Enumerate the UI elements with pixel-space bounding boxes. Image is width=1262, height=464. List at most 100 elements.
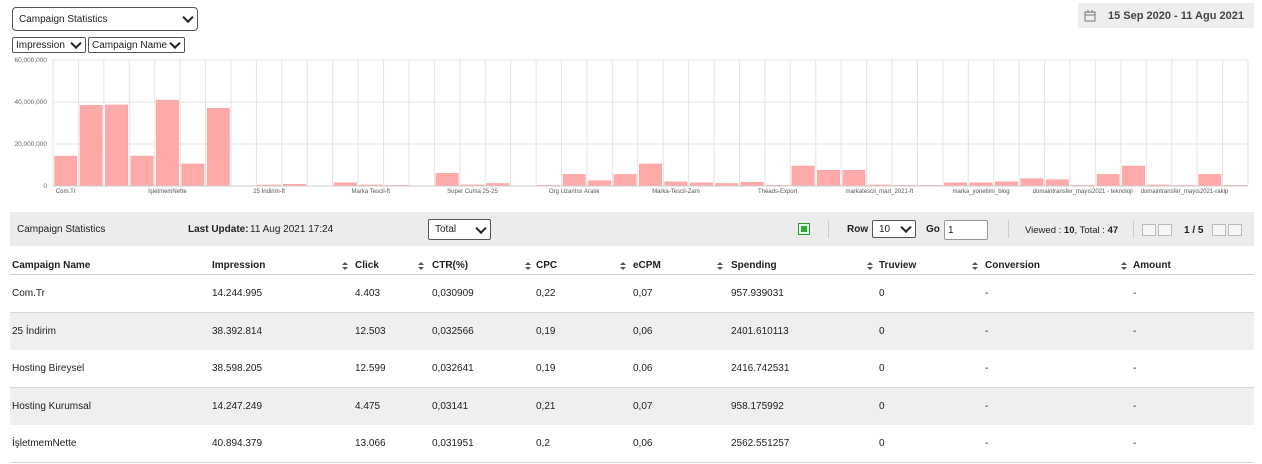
table-cell: -	[985, 325, 989, 337]
row-label: Row	[847, 224, 869, 235]
table-cell: 0,03141	[432, 400, 469, 412]
group-select-text: Campaign Name	[92, 39, 168, 51]
x-tick-label: markatescil_mart_2021-ft	[845, 189, 913, 195]
bar	[79, 105, 103, 187]
column-header[interactable]: Truview	[879, 260, 917, 271]
table-cell: 958.175992	[731, 400, 784, 412]
bar	[995, 181, 1018, 187]
table-cell: 0,031951	[432, 438, 474, 450]
separator	[828, 220, 829, 238]
viewed-count: 10	[1063, 225, 1075, 236]
x-tick-label: Super Cuma 25-25	[447, 189, 498, 195]
x-tick-label: domaintransfer_mayıs2021 - teknoloji	[1033, 189, 1133, 195]
viewed-info: Viewed : 10, Total : 47	[1025, 225, 1118, 236]
bar	[105, 104, 129, 187]
bar	[435, 173, 459, 187]
table-cell: -	[985, 438, 989, 450]
table-cell: 0,19	[536, 325, 556, 337]
last-page[interactable]	[1228, 224, 1242, 236]
go-input-text: 1	[948, 224, 954, 236]
first-page[interactable]	[1142, 224, 1156, 236]
export-icon[interactable]	[798, 223, 810, 235]
bar	[791, 165, 815, 187]
table-cell: -	[1133, 438, 1137, 450]
table-cell: 4.475	[355, 400, 381, 412]
column-header[interactable]: Campaign Name	[12, 260, 91, 271]
column-header[interactable]: CPC	[536, 260, 558, 271]
table-cell: 0,07	[633, 288, 653, 299]
row-select[interactable]: 10	[872, 220, 916, 238]
total-select[interactable]: Total	[428, 219, 491, 240]
table-cell: 0,2	[536, 438, 550, 450]
table-cell: 0,032566	[432, 325, 474, 337]
x-tick-label: marka_yonetimi_blog	[953, 189, 1010, 195]
prev-page[interactable]	[1158, 224, 1172, 236]
table-cell: 2401.610113	[731, 325, 789, 337]
table-cell: İşletmemNette	[12, 438, 77, 450]
bar	[1096, 174, 1120, 187]
chevron	[169, 37, 181, 50]
chart: 0 20,000,000 40,000,000 60,000,000 Com.Tr İşl…	[14, 57, 1249, 195]
table-cell: 12.503	[355, 325, 386, 337]
x-tick-label: Marka-Tescil-Zam	[652, 189, 700, 195]
metric-select[interactable]: Impression	[12, 37, 86, 53]
bar	[54, 155, 78, 187]
table-cell: 0,19	[536, 363, 556, 375]
table-row	[10, 425, 1254, 464]
total-label: , Total :	[1074, 225, 1105, 236]
table-cell: 0,030909	[432, 288, 474, 299]
column-header[interactable]: Conversion	[985, 260, 1041, 271]
table-cell: 0	[879, 288, 885, 299]
table-cell: 0,06	[633, 438, 653, 450]
y-tick-label: 40,000,000	[14, 99, 47, 106]
table-cell: Hosting Kurumsal	[12, 400, 91, 412]
table-cell: 0,032641	[432, 363, 474, 375]
row-select-text: 10	[879, 223, 891, 235]
table-cell: -	[1133, 325, 1137, 337]
table-cell: 0,21	[536, 400, 556, 412]
table-cell: 0,22	[536, 288, 556, 299]
column-header[interactable]: Click	[355, 260, 379, 271]
y-tick-label: 20,000,000	[14, 141, 47, 148]
report-select[interactable]: Campaign Statistics	[12, 7, 198, 31]
next-page[interactable]	[1212, 224, 1226, 236]
y-tick-label: 60,000,000	[14, 57, 47, 64]
x-tick-label: domaintransfer_mayıs2021-rakip	[1141, 189, 1229, 195]
group-select[interactable]: Campaign Name	[88, 37, 185, 53]
table-cell: Com.Tr	[12, 288, 45, 299]
table-cell: -	[985, 288, 989, 299]
column-header[interactable]: CTR(%)	[432, 260, 469, 271]
total-select-text: Total	[435, 224, 457, 235]
bar	[155, 99, 179, 187]
column-header[interactable]: Amount	[1133, 260, 1171, 271]
toolbar: Campaign Statistics Last Update: 11 Aug …	[10, 212, 1254, 246]
metric-select-text: Impression	[16, 39, 65, 51]
column-header[interactable]: eCPM	[633, 260, 661, 271]
separator	[1008, 220, 1009, 238]
table-cell: 957.939031	[731, 288, 784, 299]
bar	[1045, 179, 1069, 187]
date-range[interactable]: 15 Sep 2020 - 11 Agu 2021	[1078, 3, 1254, 28]
go-label: Go	[926, 224, 940, 235]
separator	[1133, 220, 1134, 238]
bar	[639, 163, 662, 187]
bar	[1020, 178, 1044, 187]
table-cell: 14.247.249	[212, 400, 263, 412]
x-tick-label: Com.Tr	[56, 189, 76, 195]
table-cell: 14.244.995	[212, 288, 263, 299]
table-cell: 0,06	[633, 363, 653, 375]
table-cell: 12.599	[355, 363, 386, 375]
page-info: 1 / 5	[1184, 225, 1204, 236]
column-header[interactable]: Spending	[731, 260, 777, 271]
table-cell: 25 İndirim	[12, 325, 56, 337]
bar	[206, 108, 230, 187]
x-tick-label: İşletmemNette	[148, 188, 187, 195]
chevron	[70, 37, 82, 50]
column-header[interactable]: Impression	[212, 260, 266, 271]
x-tick-label: 25 İndirim-ft	[253, 188, 285, 195]
table-cell: 0,07	[633, 400, 653, 412]
go-input[interactable]: 1	[944, 220, 988, 240]
report-select-text: Campaign Statistics	[19, 13, 108, 25]
table-cell: 0,06	[633, 325, 653, 337]
